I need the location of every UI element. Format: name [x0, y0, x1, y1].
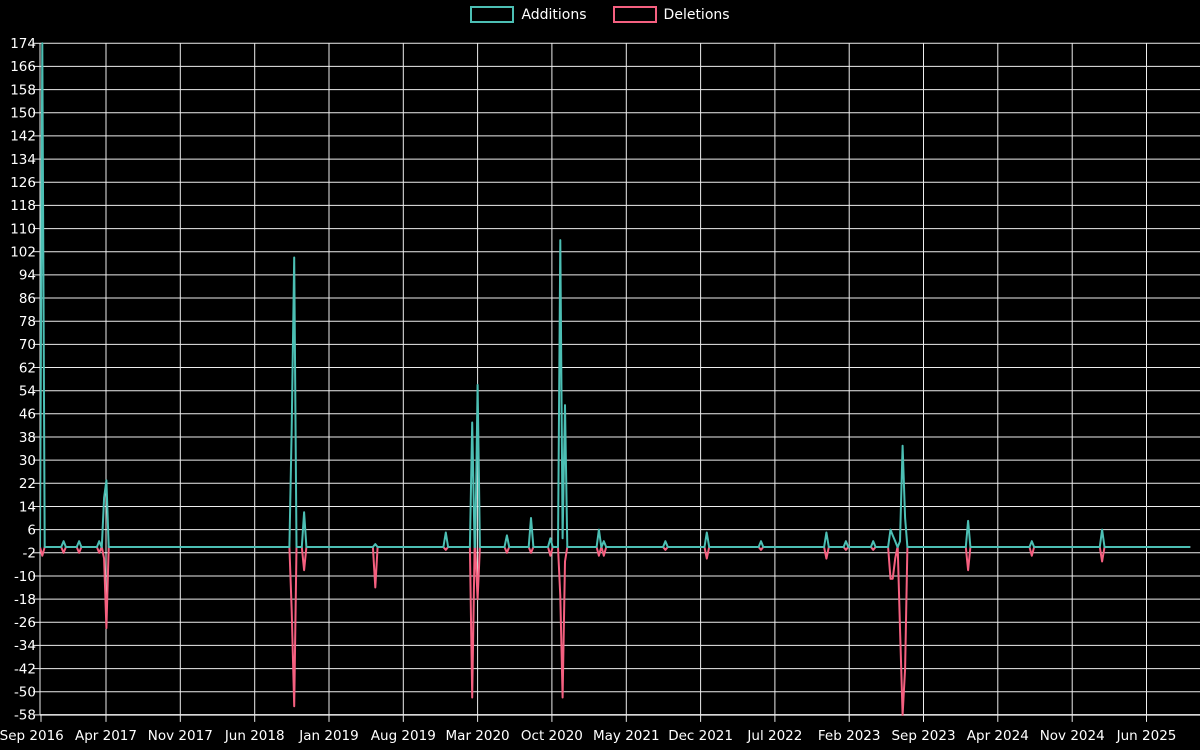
- y-tick-label: 118: [10, 198, 36, 214]
- y-tick-label: 166: [10, 59, 36, 75]
- y-tick-label: 126: [10, 175, 36, 191]
- y-tick-label: 38: [19, 430, 36, 446]
- y-tick-label: 54: [19, 384, 36, 400]
- x-tick-label: Nov 2017: [148, 728, 213, 744]
- x-tick-label: Nov 2024: [1040, 728, 1105, 744]
- x-tick-label: Oct 2020: [521, 728, 583, 744]
- y-tick-label: 30: [19, 453, 36, 469]
- y-tick-label: 150: [10, 106, 36, 122]
- x-tick-label: Mar 2020: [446, 728, 510, 744]
- x-tick-label: Sep 2023: [891, 728, 955, 744]
- y-tick-label: -2: [23, 546, 36, 562]
- chart-legend: Additions Deletions: [0, 6, 1200, 23]
- y-tick-label: -18: [14, 592, 36, 608]
- y-tick-label: 102: [10, 245, 36, 261]
- additions-line: [40, 42, 1191, 548]
- x-tick-label: Jun 2018: [224, 728, 285, 744]
- legend-item-additions[interactable]: Additions: [470, 6, 587, 23]
- y-tick-label: 46: [19, 407, 36, 423]
- legend-label-additions: Additions: [521, 6, 587, 23]
- y-tick-label: -50: [14, 685, 36, 701]
- x-tick-label: Dec 2021: [668, 728, 733, 744]
- x-tick-label: Jun 2025: [1116, 728, 1177, 744]
- x-tick-label: Jul 2022: [746, 728, 802, 744]
- y-tick-label: 174: [10, 36, 36, 52]
- legend-label-deletions: Deletions: [663, 6, 730, 23]
- y-tick-label: -34: [14, 638, 36, 654]
- y-tick-label: 78: [19, 314, 36, 330]
- y-tick-label: 134: [10, 152, 36, 168]
- x-tick-label: Apr 2024: [967, 728, 1029, 744]
- x-tick-label: Aug 2019: [371, 728, 436, 744]
- x-tick-label: Sep 2016: [0, 728, 64, 744]
- deletions-line: [40, 546, 1191, 716]
- x-tick-label: Feb 2023: [818, 728, 881, 744]
- y-tick-label: 142: [10, 129, 36, 145]
- x-tick-label: Jan 2019: [298, 728, 358, 744]
- y-tick-label: 158: [10, 82, 36, 98]
- y-tick-label: 70: [19, 337, 36, 353]
- y-tick-label: -42: [14, 661, 36, 677]
- x-tick-label: Apr 2017: [75, 728, 137, 744]
- y-tick-label: 94: [19, 268, 36, 284]
- y-tick-label: -10: [14, 569, 36, 585]
- y-tick-label: 22: [19, 476, 36, 492]
- y-tick-label: 62: [19, 360, 36, 376]
- y-tick-label: -58: [14, 708, 36, 724]
- y-tick-label: 110: [10, 221, 36, 237]
- x-tick-label: May 2021: [593, 728, 660, 744]
- y-tick-label: 6: [27, 522, 36, 538]
- y-tick-label: 86: [19, 291, 36, 307]
- legend-item-deletions[interactable]: Deletions: [612, 6, 730, 23]
- y-tick-label: -26: [14, 615, 36, 631]
- additions-swatch-icon: [470, 6, 515, 23]
- deletions-swatch-icon: [612, 6, 657, 23]
- y-tick-label: 14: [19, 499, 36, 515]
